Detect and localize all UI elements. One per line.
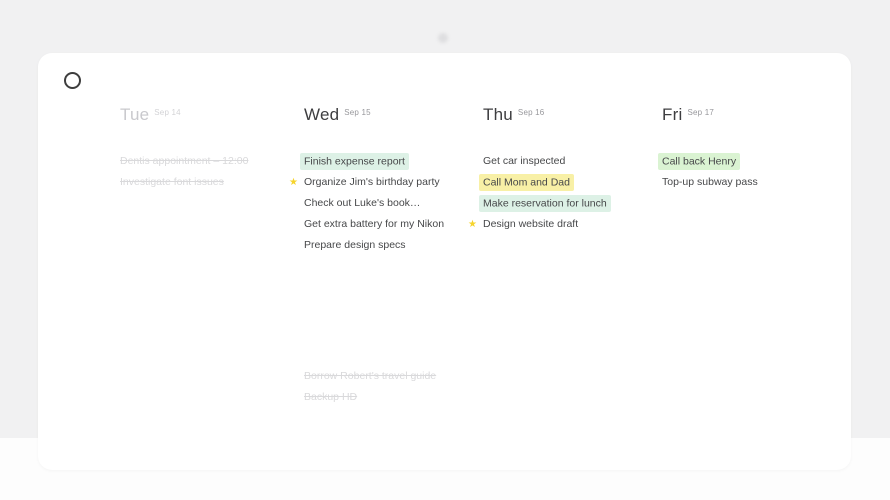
task-label: Top-up subway pass	[662, 176, 758, 188]
task-item[interactable]: Backup HD	[304, 387, 483, 408]
task-item[interactable]: ★ Design website draft	[468, 214, 662, 235]
task-label: Get car inspected	[483, 155, 566, 167]
day-column-wed: Wed Sep 15 Finish expense report ★ Organi…	[289, 105, 483, 408]
task-label: Call Mom and Dad	[479, 173, 574, 191]
day-date: Sep 17	[687, 108, 714, 117]
task-item[interactable]: Call Mom and Dad	[479, 172, 662, 193]
week-columns: Tue Sep 14 Dentis appointment – 12:00 Inv…	[120, 105, 841, 408]
task-item[interactable]: Get car inspected	[483, 151, 662, 172]
task-label: Prepare design specs	[304, 239, 406, 251]
planner-card: Tue Sep 14 Dentis appointment – 12:00 Inv…	[38, 53, 851, 470]
task-label: Get extra battery for my Nikon	[304, 218, 445, 230]
day-header: Thu Sep 16	[483, 105, 662, 128]
day-date: Sep 16	[517, 108, 545, 117]
star-icon: ★	[289, 177, 298, 188]
task-list: Dentis appointment – 12:00 Investigate f…	[120, 151, 304, 193]
task-item[interactable]: Finish expense report	[300, 151, 483, 172]
task-item[interactable]: Prepare design specs	[304, 235, 483, 256]
task-label: Design website draft	[483, 218, 579, 230]
task-item[interactable]: Check out Luke's book…	[304, 193, 483, 214]
task-item[interactable]: Make reservation for lunch	[479, 193, 662, 214]
task-label: Make reservation for lunch	[479, 194, 611, 212]
task-label: Borrow Robert's travel guide	[304, 370, 437, 382]
day-header: Tue Sep 14	[120, 105, 304, 128]
task-label: Call back Henry	[658, 152, 741, 170]
task-list: Finish expense report ★ Organize Jim's b…	[289, 151, 483, 256]
day-name: Tue	[120, 105, 150, 124]
star-icon: ★	[468, 219, 477, 230]
ring-logo-icon[interactable]	[64, 72, 81, 89]
day-column-thu: Thu Sep 16 Get car inspected Call Mom and…	[468, 105, 662, 235]
day-date: Sep 14	[154, 108, 181, 117]
day-date: Sep 15	[344, 108, 371, 117]
task-list-someday: Borrow Robert's travel guide Backup HD	[304, 366, 483, 408]
day-column-fri: Fri Sep 17 Call back Henry Top-up subway …	[658, 105, 841, 193]
dot-icon	[438, 33, 448, 43]
task-item[interactable]: ★ Organize Jim's birthday party	[289, 172, 483, 193]
task-item[interactable]: Get extra battery for my Nikon	[304, 214, 483, 235]
task-label: Finish expense report	[300, 152, 409, 170]
task-item[interactable]: Investigate font issues	[120, 172, 304, 193]
task-list: Get car inspected Call Mom and Dad Make …	[468, 151, 662, 235]
task-label: Organize Jim's birthday party	[304, 176, 440, 188]
day-header: Wed Sep 15	[304, 105, 483, 128]
task-item[interactable]: Dentis appointment – 12:00	[120, 151, 304, 172]
task-label: Check out Luke's book…	[304, 197, 421, 209]
day-name: Fri	[662, 105, 683, 124]
task-list: Call back Henry Top-up subway pass	[658, 151, 841, 193]
day-name: Thu	[483, 105, 513, 124]
task-label: Backup HD	[304, 391, 358, 403]
task-label: Investigate font issues	[120, 176, 224, 188]
day-name: Wed	[304, 105, 340, 124]
task-item[interactable]: Top-up subway pass	[662, 172, 841, 193]
task-item[interactable]: Call back Henry	[658, 151, 841, 172]
day-column-tue: Tue Sep 14 Dentis appointment – 12:00 Inv…	[120, 105, 304, 193]
task-item[interactable]: Borrow Robert's travel guide	[304, 366, 483, 387]
day-header: Fri Sep 17	[662, 105, 841, 128]
task-label: Dentis appointment – 12:00	[120, 155, 249, 167]
